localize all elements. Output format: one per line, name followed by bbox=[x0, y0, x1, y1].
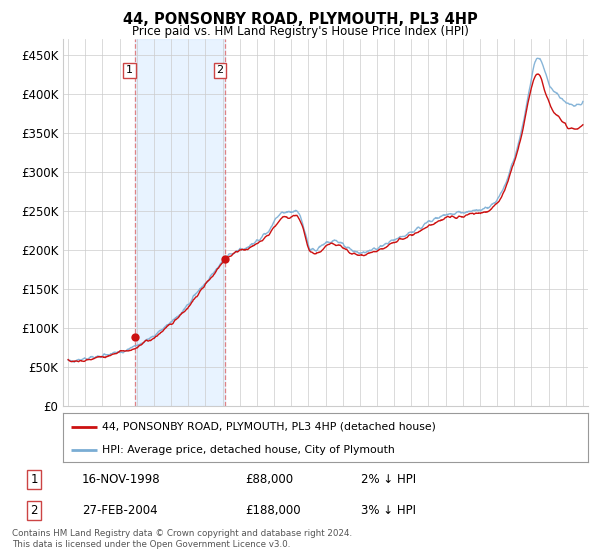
Text: 44, PONSONBY ROAD, PLYMOUTH, PL3 4HP (detached house): 44, PONSONBY ROAD, PLYMOUTH, PL3 4HP (de… bbox=[103, 422, 436, 432]
Text: 2: 2 bbox=[217, 66, 224, 76]
Text: £88,000: £88,000 bbox=[245, 473, 293, 486]
Text: 3% ↓ HPI: 3% ↓ HPI bbox=[361, 504, 416, 517]
Text: 16-NOV-1998: 16-NOV-1998 bbox=[82, 473, 160, 486]
Text: 2% ↓ HPI: 2% ↓ HPI bbox=[361, 473, 416, 486]
Bar bbox=[135, 39, 225, 406]
Text: Price paid vs. HM Land Registry's House Price Index (HPI): Price paid vs. HM Land Registry's House … bbox=[131, 25, 469, 38]
Text: HPI: Average price, detached house, City of Plymouth: HPI: Average price, detached house, City… bbox=[103, 445, 395, 455]
Text: 44, PONSONBY ROAD, PLYMOUTH, PL3 4HP: 44, PONSONBY ROAD, PLYMOUTH, PL3 4HP bbox=[122, 12, 478, 27]
Text: 1: 1 bbox=[126, 66, 133, 76]
Text: 1: 1 bbox=[31, 473, 38, 486]
Text: 27-FEB-2004: 27-FEB-2004 bbox=[82, 504, 157, 517]
Text: £188,000: £188,000 bbox=[245, 504, 301, 517]
Text: 2: 2 bbox=[31, 504, 38, 517]
Text: Contains HM Land Registry data © Crown copyright and database right 2024.
This d: Contains HM Land Registry data © Crown c… bbox=[12, 529, 352, 549]
